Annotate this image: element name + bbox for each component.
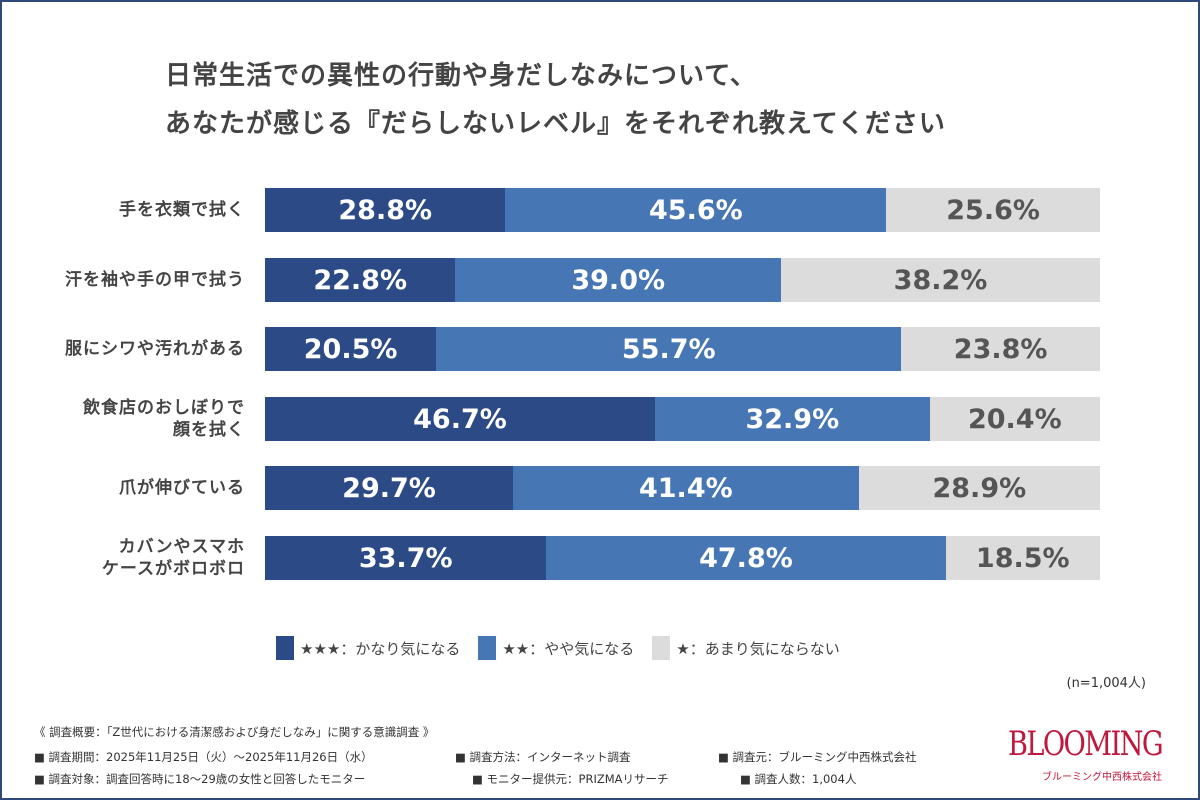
category-label: 服にシワや汚れがある — [65, 339, 245, 359]
category-label: カバンやスマホ ケースがボロボロ — [101, 537, 245, 579]
bar-segment: 38.2% — [781, 258, 1100, 302]
footer-item: ■ 調査元：ブルーミング中西株式会社 — [718, 750, 917, 764]
category-label: 手を衣類で拭く — [119, 200, 245, 220]
blooming-logo: BLOOMING — [1008, 724, 1164, 764]
bar-segment: 41.4% — [512, 466, 859, 510]
chart-title: 日常生活での異性の行動や身だしなみについて、 あなたが感じる『だらしないレベル』… — [165, 52, 946, 148]
title-line-1: 日常生活での異性の行動や身だしなみについて、 — [165, 61, 757, 91]
sample-size: (n=1,004人) — [1066, 676, 1147, 691]
bar-segment: 18.5% — [945, 536, 1100, 580]
bar-segment: 28.8% — [265, 188, 506, 232]
bar-segment: 33.7% — [265, 536, 547, 580]
stacked-bar: 22.8% 39.0% 38.2% — [265, 258, 1100, 302]
footer-heading: 《 調査概要：「Z世代における清潔感および身だしなみ」に関する意識調査 》 — [34, 725, 435, 739]
legend-swatch — [652, 636, 671, 660]
legend-label: ★★★：かなり気になる — [300, 639, 461, 658]
bar-row: カバンやスマホ ケースがボロボロ 33.7% 47.8% 18.5% — [0, 536, 1200, 580]
bar-segment: 23.8% — [901, 327, 1100, 371]
bar-segment: 39.0% — [455, 258, 782, 302]
bar-row: 服にシワや汚れがある 20.5% 55.7% 23.8% — [0, 327, 1200, 371]
bar-segment: 45.6% — [505, 188, 887, 232]
bar-segment: 47.8% — [546, 536, 946, 580]
legend-label: ★：あまり気にならない — [676, 639, 840, 658]
legend-swatch — [478, 636, 497, 660]
footer-item: ■ モニター提供元：PRIZMAリサーチ — [472, 772, 669, 786]
bar-row: 汗を袖や手の甲で拭う 22.8% 39.0% 38.2% — [0, 258, 1200, 302]
footer-item: ■ 調査人数：1,004人 — [740, 772, 857, 786]
bar-segment: 22.8% — [265, 258, 456, 302]
legend-label: ★★：やや気になる — [502, 639, 635, 658]
bar-row: 飲食店のおしぼりで 顔を拭く 46.7% 32.9% 20.4% — [0, 397, 1200, 441]
legend: ★★★：かなり気になる ★★：やや気になる ★：あまり気にならない — [276, 636, 858, 660]
logo-subtext: ブルーミング中西株式会社 — [1042, 772, 1162, 783]
category-label: 飲食店のおしぼりで 顔を拭く — [83, 398, 245, 440]
bar-segment: 29.7% — [265, 466, 513, 510]
bar-segment: 20.4% — [929, 397, 1100, 441]
bar-segment: 32.9% — [654, 397, 930, 441]
stacked-bar: 28.8% 45.6% 25.6% — [265, 188, 1100, 232]
footer-item: ■ 調査方法：インターネット調査 — [455, 750, 631, 764]
bar-segment: 55.7% — [436, 327, 902, 371]
bar-row: 手を衣類で拭く 28.8% 45.6% 25.6% — [0, 188, 1200, 232]
stacked-bar: 46.7% 32.9% 20.4% — [265, 397, 1100, 441]
legend-item: ★：あまり気にならない — [652, 636, 840, 660]
title-line-2: あなたが感じる『だらしないレベル』をそれぞれ教えてください — [165, 109, 946, 139]
legend-item: ★★：やや気になる — [478, 636, 634, 660]
footer-item: ■ 調査期間：2025年11月25日（火）～2025年11月26日（水） — [34, 750, 373, 764]
stacked-bar: 29.7% 41.4% 28.9% — [265, 466, 1100, 510]
stacked-bar: 33.7% 47.8% 18.5% — [265, 536, 1100, 580]
bar-segment: 46.7% — [265, 397, 655, 441]
footer-item: ■ 調査対象：調査回答時に18～29歳の女性と回答したモニター — [34, 772, 366, 786]
legend-swatch — [276, 636, 294, 660]
category-label: 汗を袖や手の甲で拭う — [65, 270, 245, 290]
bar-segment: 25.6% — [886, 188, 1100, 232]
stacked-bar: 20.5% 55.7% 23.8% — [265, 327, 1100, 371]
bar-row: 爪が伸びている 29.7% 41.4% 28.9% — [0, 466, 1200, 510]
legend-item: ★★★：かなり気になる — [276, 636, 460, 660]
bar-segment: 20.5% — [265, 327, 437, 371]
bar-segment: 28.9% — [858, 466, 1100, 510]
category-label: 爪が伸びている — [119, 478, 245, 498]
